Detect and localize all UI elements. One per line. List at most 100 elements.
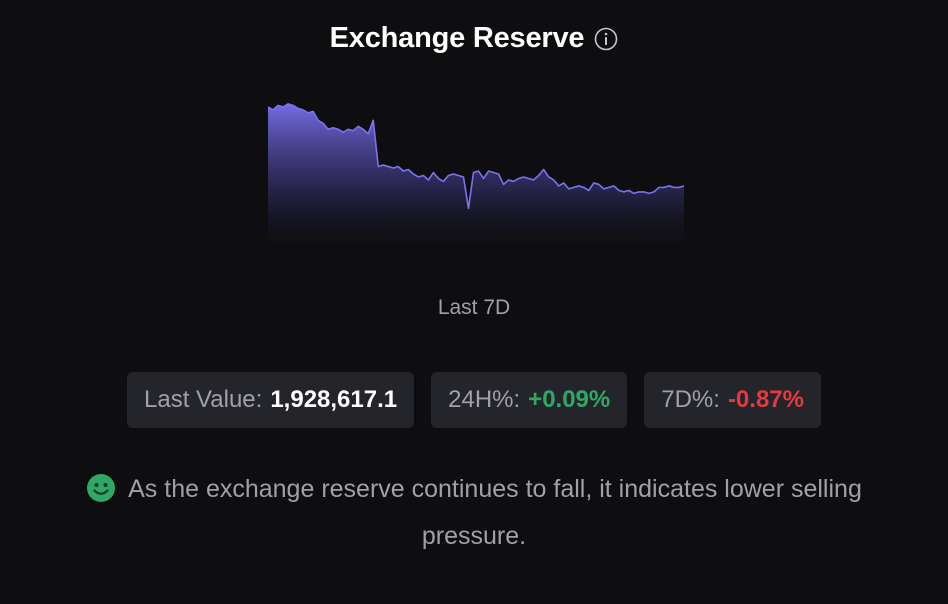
chart-data-point — [392, 167, 395, 170]
chart-data-point — [277, 104, 280, 107]
chart-data-point — [272, 108, 275, 111]
chart-data-point — [532, 178, 535, 181]
chart-data-point — [552, 178, 555, 181]
chart-data-point — [492, 171, 495, 174]
chart-data-point — [537, 174, 540, 177]
chart-data-point — [612, 184, 615, 187]
chart-data-point — [372, 119, 375, 122]
chart-data-point — [597, 183, 600, 186]
chart-data-point — [582, 186, 585, 189]
stat-last-value: Last Value: 1,928,617.1 — [127, 372, 415, 428]
stat-value: -0.87% — [727, 386, 804, 413]
chart-series-line — [268, 103, 684, 210]
chart-data-point — [357, 125, 360, 128]
chart-data-point — [287, 102, 290, 105]
chart-data-point — [282, 105, 285, 108]
chart-data-point — [662, 186, 665, 189]
chart-data-point — [652, 190, 655, 193]
chart-data-point — [417, 175, 420, 178]
chart-data-point — [382, 164, 385, 167]
chart-data-point — [602, 187, 605, 190]
chart-data-point — [472, 171, 475, 174]
chart-data-point — [402, 170, 405, 173]
chart-data-point — [307, 111, 310, 114]
chart-data-point — [347, 128, 350, 131]
chart-data-point — [567, 187, 570, 190]
chart-period-caption: Last 7D — [437, 296, 511, 319]
chart-data-point — [542, 168, 545, 171]
chart-data-point — [337, 128, 340, 131]
chart-data-point — [562, 181, 565, 184]
chart-data-point — [317, 119, 320, 122]
chart-data-point — [302, 108, 305, 111]
chart-data-point — [397, 165, 400, 168]
chart-data-point — [607, 186, 610, 189]
chart-data-point — [442, 180, 445, 183]
chart-data-point — [297, 107, 300, 110]
chart-data-point — [457, 174, 460, 177]
chart-data-point — [572, 186, 575, 189]
chart-data-point — [522, 175, 525, 178]
chart-data-point — [482, 177, 485, 180]
chart-data-point — [657, 186, 660, 189]
chart-data-point — [412, 173, 415, 176]
chart-data-point — [587, 189, 590, 192]
title-row: Exchange Reserve — [0, 22, 948, 55]
stat-24h-change: 24H%: +0.09% — [431, 372, 628, 428]
chart-data-point — [312, 110, 315, 113]
chart-data-point — [292, 104, 295, 107]
chart-data-point — [467, 207, 470, 210]
chart-data-point — [627, 189, 630, 192]
stats-row: Last Value: 1,928,617.1 24H%: +0.09% 7D%… — [0, 372, 948, 428]
chart-data-point — [387, 165, 390, 168]
chart-data-point — [462, 175, 465, 178]
chart-data-point — [642, 190, 645, 193]
chart-data-point — [477, 170, 480, 173]
chart-data-point — [422, 174, 425, 177]
smile-face-icon — [86, 472, 116, 502]
stat-label: Last Value: — [144, 386, 263, 413]
reserve-area-chart[interactable] — [268, 92, 684, 256]
chart-data-point — [332, 126, 335, 129]
chart-data-point — [617, 189, 620, 192]
chart-data-point — [502, 183, 505, 186]
insight-text: As the exchange reserve continues to fal… — [128, 475, 862, 550]
insight-note: As the exchange reserve continues to fal… — [80, 466, 868, 560]
stat-label: 24H%: — [448, 386, 521, 413]
chart-data-point — [507, 178, 510, 181]
chart-data-point — [327, 128, 330, 131]
chart-data-point — [452, 173, 455, 176]
chart-data-point — [352, 129, 355, 132]
card-title: Exchange Reserve — [329, 22, 585, 54]
chart-data-point — [377, 165, 380, 168]
chart-data-point — [547, 175, 550, 178]
chart-data-point — [527, 177, 530, 180]
stat-value: +0.09% — [528, 386, 611, 413]
chart-data-point — [432, 171, 435, 174]
chart-data-point — [637, 190, 640, 193]
chart-data-point — [517, 177, 520, 180]
chart-data-point — [592, 181, 595, 184]
chart-data-point — [622, 190, 625, 193]
chart-data-point — [367, 132, 370, 135]
chart-data-point — [647, 192, 650, 195]
chart-data-point — [322, 122, 325, 125]
chart-data-point — [577, 184, 580, 187]
stat-label: 7D%: — [661, 386, 720, 413]
chart-area-fill — [268, 103, 684, 256]
chart-data-point — [427, 178, 430, 181]
chart-data-point — [667, 184, 670, 187]
chart-data-point — [342, 131, 345, 134]
chart-data-point — [677, 186, 680, 189]
stat-7d-change: 7D%: -0.87% — [644, 372, 821, 428]
chart-data-point — [672, 186, 675, 189]
chart-data-point — [407, 168, 410, 171]
chart-data-point — [437, 177, 440, 180]
chart-data-point — [362, 128, 365, 131]
chart-data-point — [557, 184, 560, 187]
chart-data-point — [512, 180, 515, 183]
info-circle-icon[interactable] — [594, 27, 618, 51]
chart-data-point — [447, 174, 450, 177]
chart-data-point — [487, 170, 490, 173]
